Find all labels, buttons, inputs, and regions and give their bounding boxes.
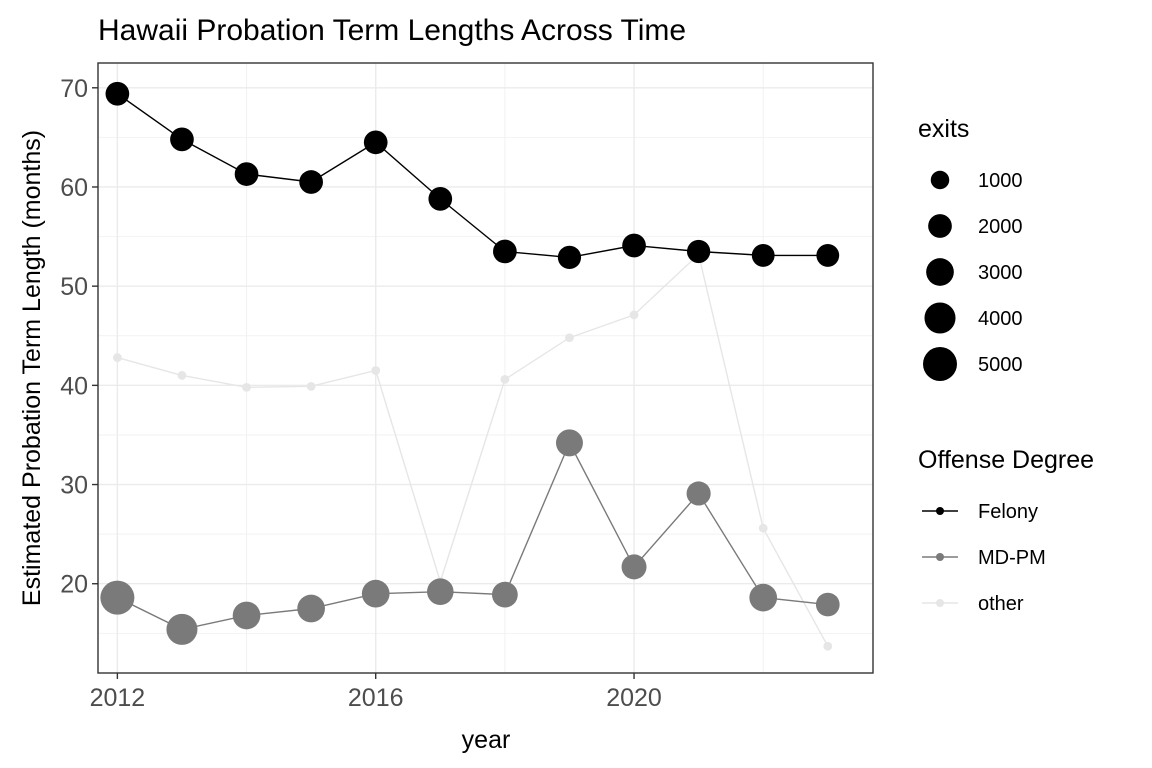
- data-point: [622, 233, 646, 258]
- series-line: [117, 253, 829, 647]
- data-point: [555, 429, 583, 457]
- data-point: [428, 187, 453, 211]
- series-md-pm: [100, 429, 840, 645]
- size-legend-title: exits: [918, 115, 969, 143]
- size-legend-label: 5000: [978, 354, 1023, 376]
- x-tick-label: 2016: [348, 684, 404, 712]
- data-point: [232, 601, 261, 630]
- data-point: [751, 244, 775, 267]
- x-tick-label: 2020: [606, 684, 662, 712]
- color-legend-label: other: [978, 593, 1024, 615]
- data-point: [363, 130, 388, 155]
- data-point: [500, 375, 510, 384]
- data-point: [297, 594, 325, 623]
- size-legend-key: [926, 258, 954, 286]
- y-tick-label: 50: [60, 273, 88, 301]
- data-point: [177, 371, 187, 380]
- data-point: [242, 382, 251, 392]
- data-point: [306, 381, 316, 391]
- data-point: [166, 613, 198, 645]
- data-point: [758, 523, 768, 533]
- color-legend-label: Felony: [978, 501, 1038, 523]
- color-legend-key-point: [936, 553, 944, 561]
- data-point: [686, 481, 711, 506]
- chart-title: Hawaii Probation Term Lengths Across Tim…: [98, 14, 686, 47]
- data-point: [557, 245, 582, 270]
- data-point: [170, 127, 194, 152]
- series-line: [116, 93, 828, 259]
- size-legend-label: 4000: [978, 308, 1023, 330]
- data-point: [493, 239, 517, 264]
- y-tick-label: 40: [60, 372, 88, 400]
- y-tick-label: 70: [60, 75, 88, 103]
- data-point: [816, 244, 840, 267]
- size-legend-label: 1000: [978, 170, 1023, 192]
- data-point: [112, 353, 122, 362]
- data-point: [234, 162, 259, 186]
- color-legend-title: Offense Degree: [918, 446, 1094, 474]
- y-tick-label: 20: [60, 571, 88, 599]
- data-point: [823, 641, 833, 651]
- series-felony: [105, 81, 840, 270]
- color-legend-key-point: [936, 599, 944, 607]
- data-point: [629, 310, 639, 320]
- y-tick-label: 30: [60, 472, 88, 500]
- data-point: [105, 81, 130, 106]
- data-point: [686, 239, 711, 264]
- data-point: [100, 580, 135, 615]
- size-legend-key: [930, 170, 950, 190]
- x-axis-title: year: [462, 726, 511, 754]
- data-point: [749, 583, 778, 612]
- data-point: [491, 581, 518, 608]
- series-line: [117, 441, 828, 631]
- data-point: [815, 592, 840, 617]
- color-legend-label: MD-PM: [978, 547, 1046, 569]
- data-point: [361, 579, 390, 608]
- color-legend-key-point: [936, 507, 944, 515]
- size-legend-key: [923, 347, 957, 381]
- y-axis-title: Estimated Probation Term Length (months): [18, 130, 46, 606]
- x-tick-label: 2012: [90, 684, 146, 712]
- color-legend: Offense Degree Felony MD-PM other: [918, 446, 1094, 615]
- data-point: [371, 366, 381, 375]
- data-point: [621, 554, 647, 580]
- size-legend-key: [928, 214, 952, 238]
- panel-border: [97, 62, 874, 674]
- data-point: [427, 578, 454, 605]
- size-legend-label: 2000: [978, 216, 1023, 238]
- size-legend-label: 3000: [978, 262, 1023, 284]
- data-point: [299, 170, 323, 194]
- series-other: [112, 250, 833, 651]
- y-tick-label: 60: [60, 174, 88, 202]
- size-legend-key: [924, 302, 956, 334]
- data-point: [565, 333, 574, 343]
- size-legend: exits 1000 2000 3000 4000 5000: [918, 115, 1023, 381]
